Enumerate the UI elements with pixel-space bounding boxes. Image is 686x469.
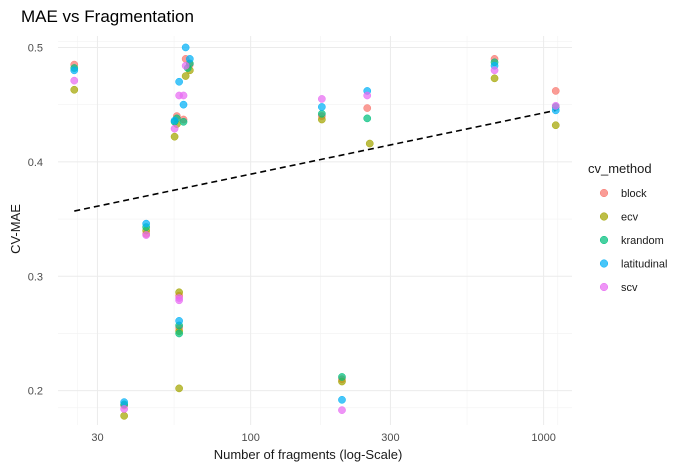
data-point-scv xyxy=(363,91,372,100)
data-point-latitudinal xyxy=(317,103,326,111)
x-tick-label: 30 xyxy=(91,432,103,444)
data-point-ecv xyxy=(120,411,128,420)
data-point-ecv xyxy=(175,384,183,393)
legend-key-latitudinal xyxy=(599,259,609,268)
data-point-latitudinal xyxy=(175,77,183,86)
data-point-latitudinal xyxy=(175,317,183,325)
data-point-latitudinal xyxy=(181,43,190,52)
data-point-scv xyxy=(70,76,79,85)
data-point-ecv xyxy=(551,121,560,130)
data-point-krandom xyxy=(363,114,372,123)
data-point-scv xyxy=(490,66,499,75)
data-point-latitudinal xyxy=(338,395,346,404)
data-point-latitudinal xyxy=(142,219,151,228)
x-tick-label: 100 xyxy=(241,432,259,444)
data-point-krandom xyxy=(317,109,326,118)
data-point-latitudinal xyxy=(179,100,188,109)
data-point-scv xyxy=(181,61,190,70)
legend-label-krandom: krandom xyxy=(621,235,664,247)
x-tick-labels: 30 100 300 1000 xyxy=(91,432,556,444)
data-point-scv xyxy=(142,231,151,239)
data-point-ecv xyxy=(170,132,179,141)
chart-title: MAE vs Fragmentation xyxy=(21,7,194,26)
trend-line xyxy=(74,109,556,212)
data-point-scv xyxy=(170,124,179,133)
legend-title: cv_method xyxy=(588,161,652,176)
data-point-block xyxy=(551,87,560,95)
data-point-scv xyxy=(317,95,326,103)
legend-label-latitudinal: latitudinal xyxy=(621,259,667,271)
y-axis-label: CV-MAE xyxy=(8,204,23,254)
legend-key-scv xyxy=(599,282,609,292)
legend-key-ecv xyxy=(599,212,609,221)
y-tick-labels: 0.2 0.3 0.4 0.5 xyxy=(28,42,43,397)
data-point-block xyxy=(363,104,372,112)
data-point-krandom xyxy=(175,329,183,338)
data-point-scv xyxy=(179,91,188,100)
data-point-scv xyxy=(175,296,183,305)
y-tick-label: 0.5 xyxy=(28,42,43,54)
legend-label-scv: scv xyxy=(621,282,638,294)
trend-layer xyxy=(74,109,556,212)
data-point-krandom xyxy=(179,117,188,126)
data-point-latitudinal xyxy=(70,66,79,75)
data-point-latitudinal xyxy=(120,398,128,406)
legend-label-block: block xyxy=(621,188,647,200)
legend-key-krandom xyxy=(599,235,609,245)
data-point-scv xyxy=(120,405,128,413)
legend-key-block xyxy=(599,188,609,198)
y-tick-label: 0.4 xyxy=(28,157,43,169)
legend-label-ecv: ecv xyxy=(621,212,639,224)
data-point-latitudinal xyxy=(170,116,179,125)
data-point-ecv xyxy=(490,74,499,83)
data-point-ecv xyxy=(365,139,374,148)
y-tick-label: 0.2 xyxy=(28,386,43,398)
data-point-ecv xyxy=(181,72,190,80)
x-axis-label: Number of fragments (log-Scale) xyxy=(214,447,403,462)
data-point-scv xyxy=(551,101,560,110)
x-tick-label: 1000 xyxy=(531,432,555,444)
x-tick-label: 300 xyxy=(381,432,399,444)
data-point-krandom xyxy=(338,373,346,381)
data-point-latitudinal xyxy=(185,55,194,63)
y-tick-label: 0.3 xyxy=(28,271,43,283)
points-layer xyxy=(70,43,560,420)
data-point-scv xyxy=(338,406,346,414)
legend: cv_method block ecv krandom latitudinal scv xyxy=(588,161,667,294)
grid xyxy=(58,36,572,425)
data-point-ecv xyxy=(70,85,79,94)
